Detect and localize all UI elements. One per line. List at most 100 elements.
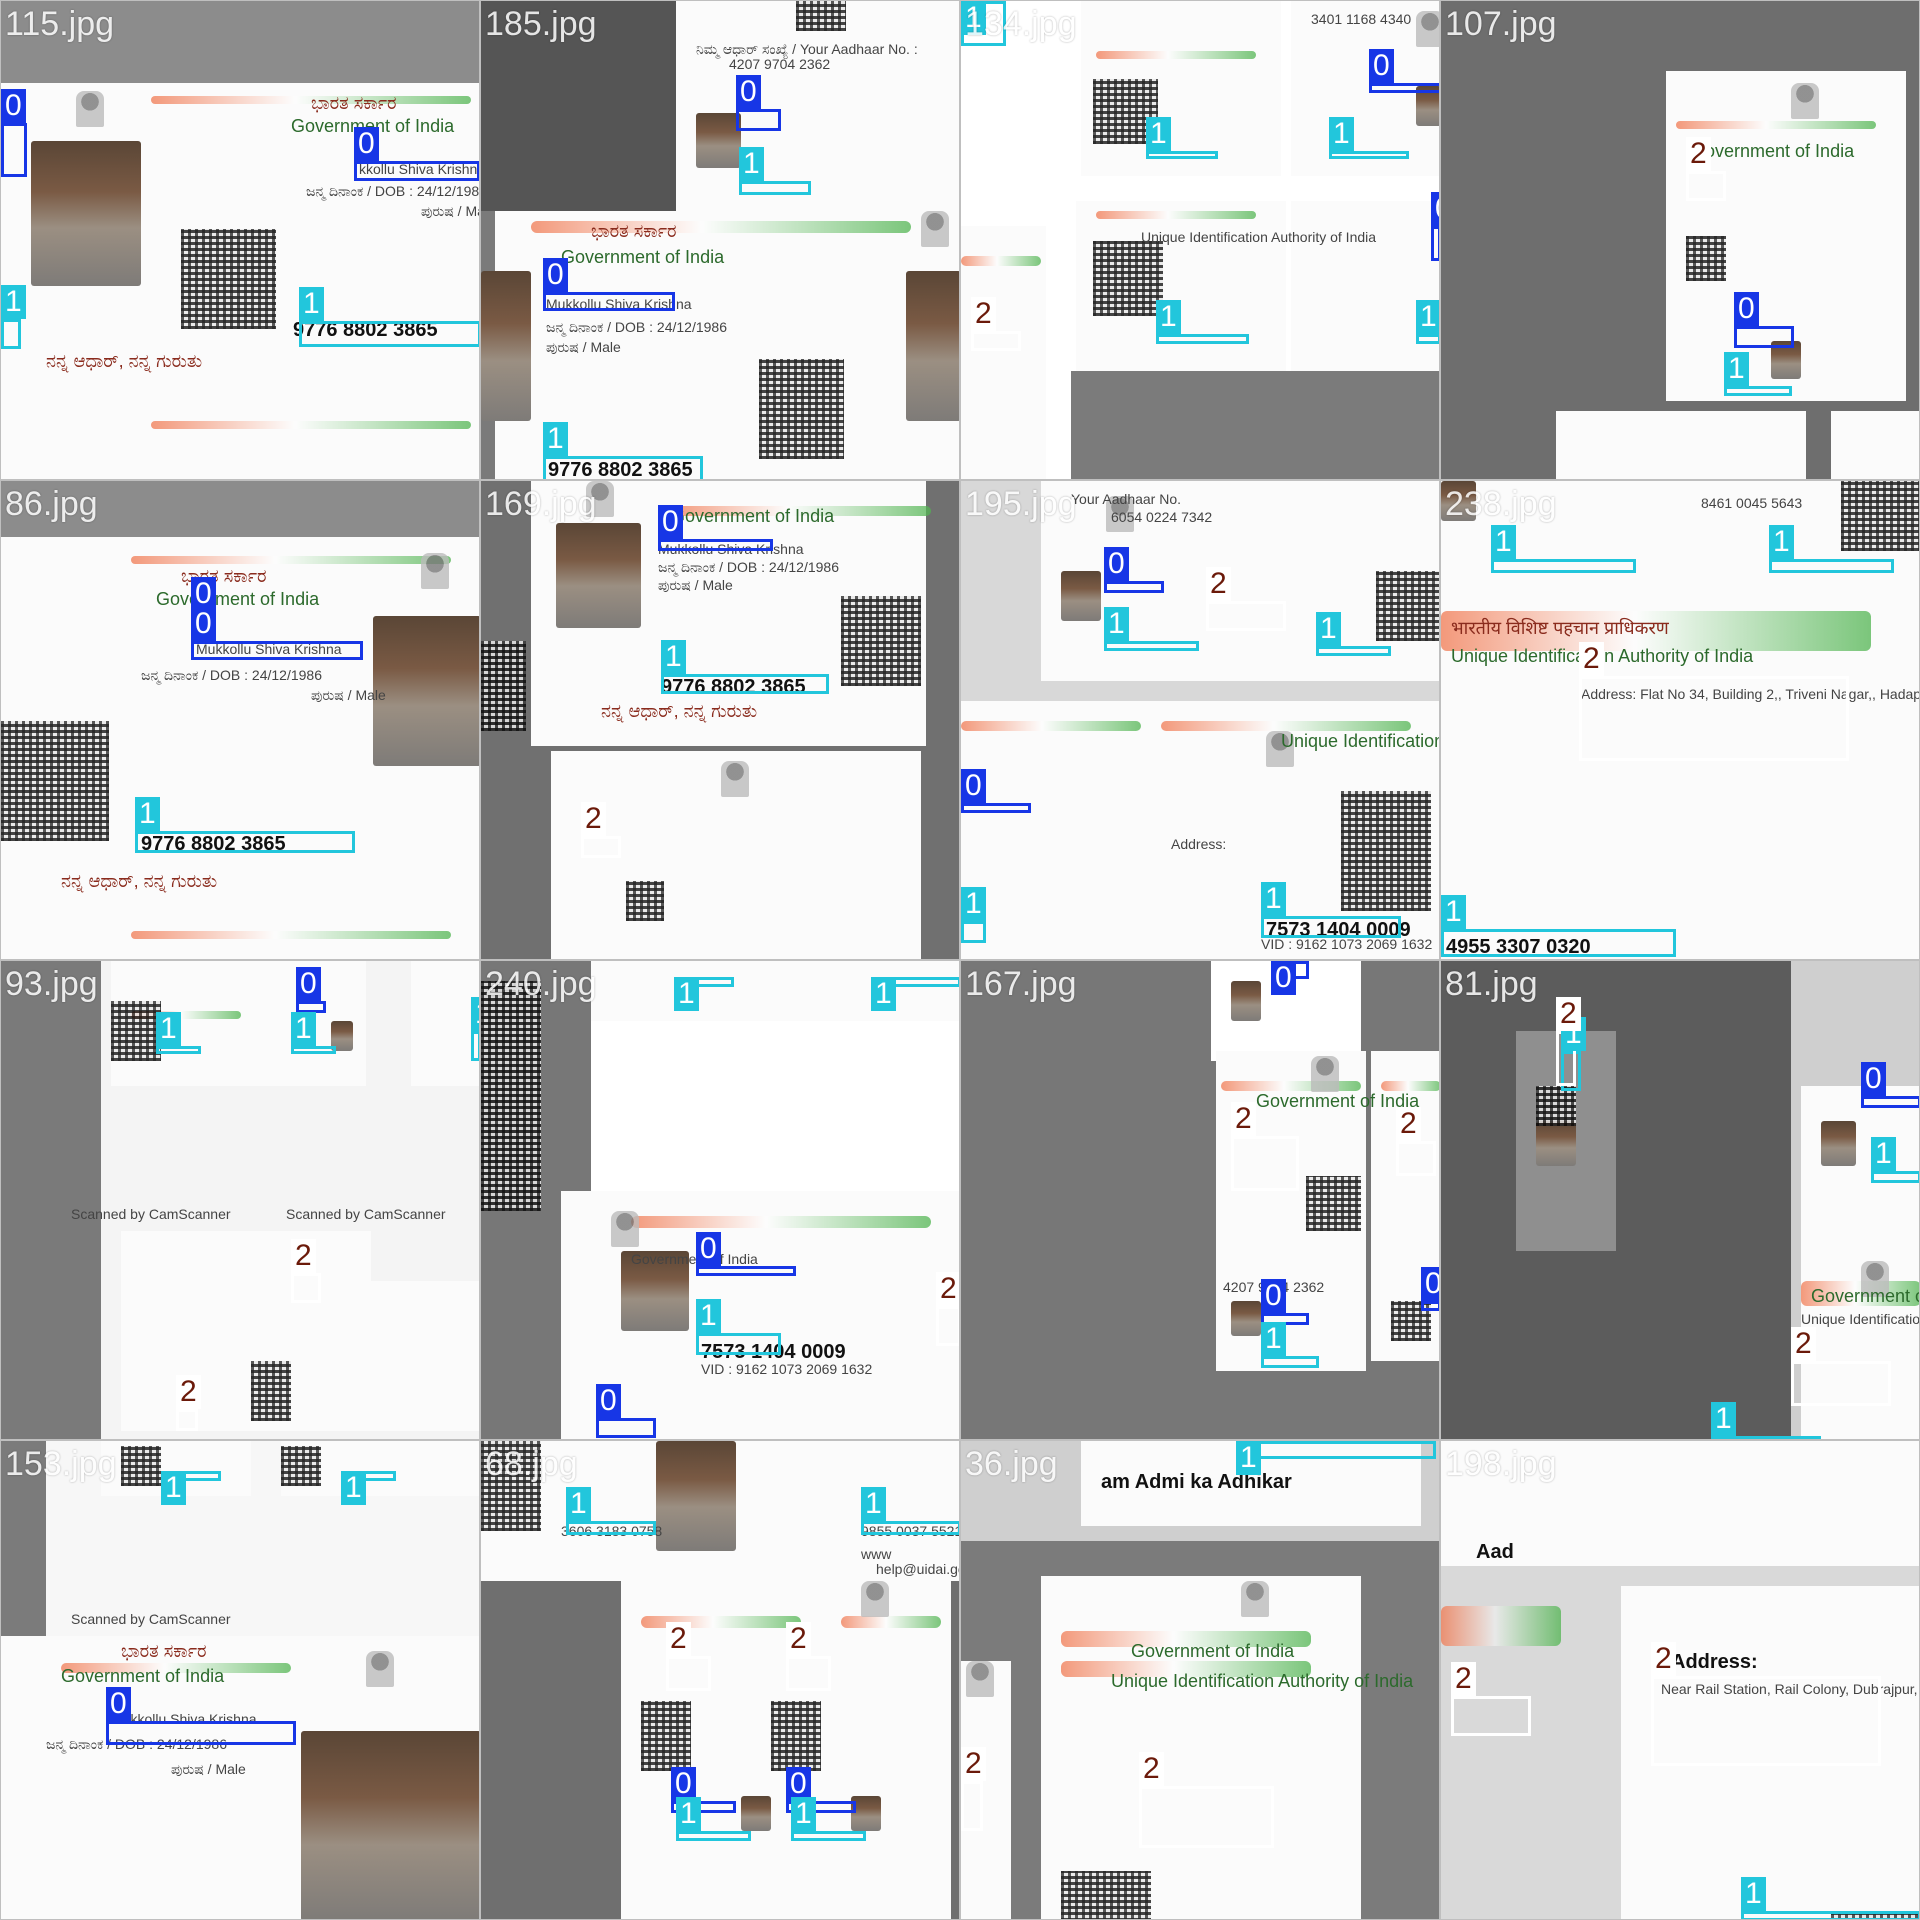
image-tile[interactable]: Aad Address: Near Rail Station, Rail Colon… — [1440, 1440, 1920, 1920]
aadhaar-card-region — [961, 226, 1046, 479]
qr-code — [1061, 1871, 1151, 1919]
bbox-label-class-1: 1 — [1261, 1322, 1286, 1356]
national-emblem-icon — [421, 553, 449, 589]
bbox-label-class-2: 2 — [1791, 1327, 1816, 1361]
card-text: ಪುರುಷ / Male — [421, 203, 479, 219]
bbox-class-1 — [1416, 334, 1439, 344]
card-text: Address: Flat No 34, Building 2,, Triven… — [1581, 686, 1919, 702]
bbox-label-class-1: 1 — [1329, 117, 1354, 151]
image-tile[interactable]: Government of India 0 1 2 107.jpg — [1440, 0, 1920, 480]
portrait-photo — [656, 1441, 736, 1551]
tile-filename: 169.jpg — [485, 485, 597, 523]
qr-code — [481, 981, 541, 1211]
card-text: Scanned by CamScanner — [71, 1206, 231, 1222]
tricolor-band — [641, 1616, 801, 1628]
image-tile[interactable]: 3401 1168 4340 Unique Identification Auth… — [960, 0, 1440, 480]
tricolor-band — [1061, 1631, 1311, 1647]
bbox-label-class-2: 2 — [961, 1747, 986, 1781]
bbox-label-class-1: 1 — [543, 422, 568, 456]
tile-background — [1071, 371, 1439, 479]
qr-code — [796, 1, 846, 31]
image-tile[interactable]: Scanned by CamScanner Scanned by CamScann… — [0, 960, 480, 1440]
bbox-label-class-1: 1 — [1724, 352, 1749, 386]
image-tile[interactable]: Government of India 7573 1404 0009 VID : 9… — [480, 960, 960, 1440]
bbox-class-1 — [1261, 1356, 1319, 1368]
tile-filename: 167.jpg — [965, 965, 1077, 1003]
bbox-class-2 — [1206, 601, 1286, 631]
card-text: Unique Identification Authority of India — [1111, 1671, 1414, 1691]
aadhaar-card-region — [1556, 411, 1806, 479]
card-text: Aad — [1476, 1541, 1514, 1563]
bbox-label-class-1: 1 — [791, 1797, 816, 1831]
qr-code — [281, 1446, 321, 1486]
image-tile[interactable]: Scanned by CamScanner ಭಾರತ ಸರ್ಕಾರ Governme… — [0, 1440, 480, 1920]
bbox-label-class-0: 0 — [1421, 1267, 1439, 1301]
tile-filename: 185.jpg — [485, 5, 597, 43]
aadhaar-card-region — [1291, 1, 1439, 176]
tricolor-band — [1221, 1081, 1361, 1091]
bbox-class-1 — [1769, 559, 1894, 573]
bbox-label-class-1: 1 — [1416, 300, 1439, 334]
portrait-photo — [1231, 1301, 1261, 1336]
portrait-photo — [301, 1731, 479, 1919]
bbox-class-1 — [661, 674, 829, 694]
bbox-class-2 — [291, 1273, 321, 1303]
bbox-label-class-0: 0 — [961, 769, 986, 803]
image-tile[interactable]: ನಿಮ್ಮ ಆಧಾರ್ ಸಂಖ್ಯೆ / Your Aadhaar No. :4… — [480, 0, 960, 480]
card-text: 4955 3307 0320 — [1446, 936, 1591, 958]
aadhaar-card-region — [961, 1661, 1011, 1919]
tile-background — [1, 961, 101, 1439]
bbox-class-0 — [961, 803, 1031, 813]
image-tile[interactable]: ಭಾರತ ಸರ್ಕಾರ Government of India kkollu Shi… — [0, 0, 480, 480]
bbox-label-class-1: 1 — [1871, 1137, 1896, 1171]
tricolor-band — [1061, 1661, 1311, 1677]
bbox-label-class-2: 2 — [1396, 1107, 1421, 1141]
bbox-label-class-0: 0 — [736, 75, 761, 109]
bbox-label-class-1: 1 — [1741, 1877, 1766, 1911]
image-tile[interactable]: Government of India Mukkollu Shiva Krishn… — [480, 480, 960, 960]
card-text: 9776 8802 3865 — [548, 459, 693, 480]
bbox-label-class-1: 1 — [1316, 612, 1341, 646]
card-text: ನನ್ನ ಆಧಾರ್, ನನ್ನ ಗುರುತು — [61, 871, 218, 891]
image-tile[interactable]: 8461 0045 5643 भारतीय विशिष्ट पहचान प्राध… — [1440, 480, 1920, 960]
bbox-class-2 — [1451, 1696, 1531, 1736]
qr-code — [251, 1361, 291, 1421]
bbox-label-class-0: 0 — [1104, 547, 1129, 581]
bbox-label-class-1: 1 — [299, 287, 324, 321]
bbox-label-class-1: 1 — [1236, 1441, 1261, 1475]
bbox-class-0 — [658, 539, 773, 551]
bbox-label-class-1: 1 — [291, 1012, 316, 1046]
image-tile[interactable]: Government of India Unique Identification… — [1440, 960, 1920, 1440]
bbox-class-0 — [1, 123, 27, 177]
portrait-photo — [741, 1796, 771, 1831]
qr-code — [626, 881, 664, 921]
bbox-label-class-1: 1 — [135, 797, 160, 831]
bbox-class-0 — [596, 1418, 656, 1438]
aadhaar-card-region — [1621, 1586, 1919, 1919]
tile-background — [1, 1441, 46, 1636]
bbox-class-1 — [696, 1333, 781, 1355]
bbox-label-class-2: 2 — [1451, 1662, 1476, 1696]
image-tile[interactable]: ಭಾರತ ಸರ್ಕಾರ Government of India Mukkollu S… — [0, 480, 480, 960]
image-tile[interactable]: 3606 3183 0758 9855 0037 5521 www help@uida… — [480, 1440, 960, 1920]
card-text: Near Rail Station, Rail Colony, Dubrajpu… — [1661, 1681, 1919, 1697]
portrait-photo — [556, 523, 641, 628]
image-tile[interactable]: am Admi ka Adhikar Government of India Uni… — [960, 1440, 1440, 1920]
bbox-label-class-1: 1 — [1104, 607, 1129, 641]
tile-background — [1, 1, 479, 83]
card-text: 9776 8802 3865 — [141, 833, 286, 855]
card-text: ಪುರುಷ / Male — [171, 1761, 246, 1777]
national-emblem-icon — [1416, 11, 1439, 47]
image-tile[interactable]: Your Aadhaar No. 6054 0224 7342 Unique Ide… — [960, 480, 1440, 960]
qr-code — [771, 1701, 821, 1771]
qr-code — [181, 229, 276, 329]
card-text: Unique Identification Authority of India — [1141, 229, 1377, 245]
bbox-class-2 — [1651, 1676, 1881, 1766]
card-text: ನನ್ನ ಆಧಾರ್, ನನ್ನ ಗುರುತು — [46, 351, 203, 371]
card-text: Government of India — [1811, 1286, 1919, 1306]
card-text: 3606 3183 0758 — [561, 1523, 663, 1539]
bbox-class-0 — [736, 109, 781, 131]
bbox-label-class-0: 0 — [596, 1384, 621, 1418]
bbox-class-2 — [971, 331, 1021, 351]
